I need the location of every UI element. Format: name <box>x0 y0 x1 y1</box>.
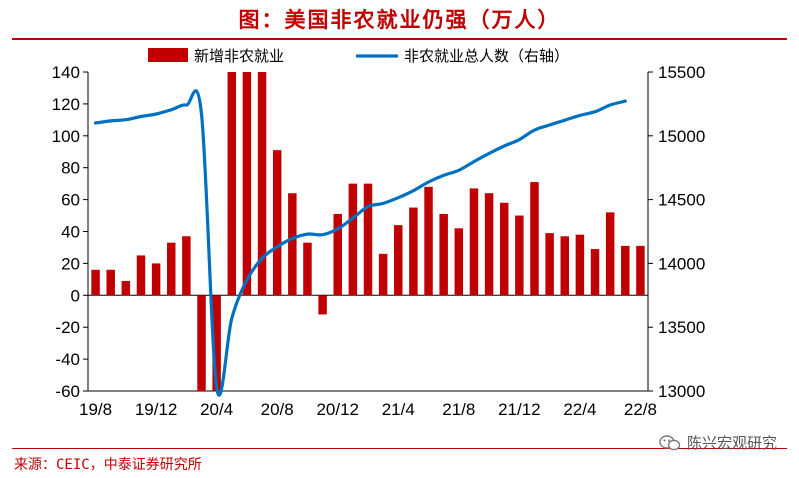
bar-new-payrolls <box>499 202 509 296</box>
left-tick-label: 120 <box>52 95 80 114</box>
chart-title: 图：美国非农就业仍强（万人） <box>238 8 561 32</box>
bar-new-payrolls <box>363 183 373 296</box>
bar-new-payrolls <box>182 236 191 296</box>
bar-new-payrolls <box>227 72 237 296</box>
right-tick-label: 14000 <box>658 254 705 273</box>
left-tick-label: 100 <box>52 127 80 146</box>
bar-new-payrolls <box>394 225 403 296</box>
bar-new-payrolls <box>424 186 433 296</box>
bar-new-payrolls <box>212 295 221 391</box>
legend-label-bars: 新增非农就业 <box>194 47 284 65</box>
right-tick-label: 14500 <box>658 191 705 210</box>
bar-new-payrolls <box>136 255 146 296</box>
x-tick-label: 22/8 <box>624 400 657 419</box>
watermark-text: 陈兴宏观研究 <box>686 434 777 452</box>
bar-new-payrolls <box>348 183 358 296</box>
footer-divider <box>12 448 787 449</box>
bar-new-payrolls <box>121 280 131 296</box>
bar-new-payrolls <box>605 212 615 296</box>
bar-new-payrolls <box>167 242 176 296</box>
x-tick-label: 20/4 <box>200 400 233 419</box>
bar-new-payrolls <box>106 269 115 296</box>
bar-new-payrolls <box>242 72 252 296</box>
left-tick-label: -20 <box>55 318 80 337</box>
legend-label-line: 非农就业总人数（右轴） <box>404 47 569 65</box>
left-tick-label: 0 <box>71 286 80 305</box>
bar-new-payrolls <box>515 215 524 296</box>
bar-new-payrolls <box>151 263 161 296</box>
bar-new-payrolls <box>590 249 600 296</box>
bar-new-payrolls <box>303 242 312 296</box>
bar-new-payrolls <box>272 150 282 296</box>
right-tick-label: 15000 <box>658 127 705 146</box>
left-tick-label: -40 <box>55 350 80 369</box>
source-note: 来源：CEIC，中泰证券研究所 <box>14 457 202 473</box>
title-divider <box>12 38 787 40</box>
right-tick-label: 15500 <box>658 63 705 82</box>
x-tick-label: 20/8 <box>261 400 294 419</box>
bar-new-payrolls <box>197 295 206 391</box>
x-tick-label: 21/8 <box>442 400 475 419</box>
legend-swatch-bars <box>148 48 188 62</box>
bar-new-payrolls <box>257 72 267 296</box>
chart-canvas: -60 -40 -20 0 20 40 60 80 100 120 140 13000 13500 140… <box>52 47 706 419</box>
x-tick-label: 20/12 <box>316 400 359 419</box>
line-total-payrolls <box>94 89 627 397</box>
bar-new-payrolls <box>318 295 327 315</box>
bar-new-payrolls <box>439 213 448 296</box>
bar-new-payrolls <box>469 188 479 296</box>
bar-new-payrolls <box>333 213 342 296</box>
title-bar: 图：美国非农就业仍强（万人） <box>0 0 799 44</box>
bar-new-payrolls <box>575 234 585 296</box>
bar-new-payrolls <box>545 233 554 296</box>
wechat-icon <box>659 434 681 450</box>
right-tick-label: 13000 <box>658 382 705 401</box>
left-tick-label: -60 <box>55 382 80 401</box>
bar-new-payrolls <box>378 253 388 296</box>
bar-new-payrolls <box>621 245 630 296</box>
bar-new-payrolls <box>560 236 569 296</box>
left-tick-label: 60 <box>61 191 80 210</box>
left-tick-label: 20 <box>61 254 80 273</box>
bar-new-payrolls <box>636 245 645 296</box>
x-tick-label: 19/12 <box>135 400 178 419</box>
bar-new-payrolls <box>530 182 539 296</box>
x-tick-label: 22/4 <box>563 400 596 419</box>
right-tick-label: 13500 <box>658 318 705 337</box>
x-tick-label: 21/4 <box>382 400 415 419</box>
x-tick-label: 19/8 <box>79 400 112 419</box>
watermark: 陈兴宏观研究 <box>659 432 777 453</box>
bar-new-payrolls <box>91 269 100 296</box>
left-tick-label: 40 <box>61 223 80 242</box>
left-tick-label: 140 <box>52 63 80 82</box>
bar-new-payrolls <box>288 193 297 296</box>
x-tick-label: 21/12 <box>498 400 541 419</box>
bar-new-payrolls <box>409 207 418 296</box>
bar-new-payrolls <box>454 228 464 296</box>
left-tick-label: 80 <box>61 159 80 178</box>
bar-new-payrolls <box>484 193 494 296</box>
